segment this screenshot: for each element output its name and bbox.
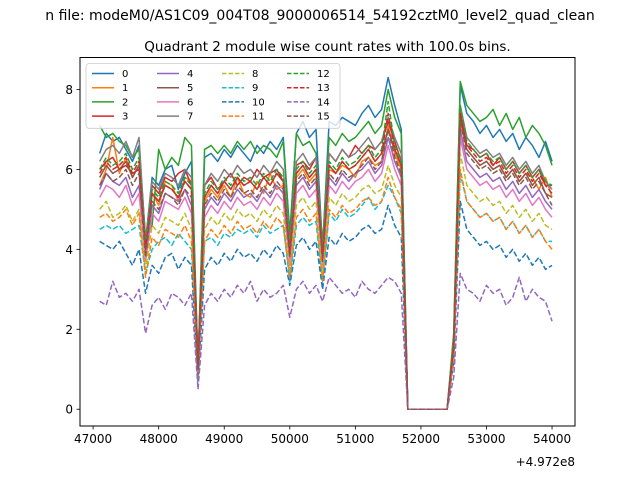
legend-label-0: 0 [122,69,128,80]
series-line-15 [99,120,553,410]
series-line-11 [99,168,553,410]
x-tick-label: 53000 [467,432,505,446]
y-tick-label: 4 [65,243,73,257]
x-tick-label: 48000 [140,432,178,446]
x-tick-label: 52000 [402,432,440,446]
y-tick-label: 0 [65,403,73,417]
legend-box [85,63,341,129]
series-layer [98,76,553,410]
series-line-6 [99,136,553,410]
legend-label-2: 2 [122,97,128,108]
legend-label-5: 5 [187,83,193,94]
legend-label-7: 7 [187,112,193,123]
legend-label-6: 6 [187,97,193,108]
y-axis: 0 2 4 6 8 [65,83,80,417]
legend-label-4: 4 [187,69,193,80]
legend-label-11: 11 [252,112,265,123]
series-line-8 [99,152,553,410]
x-offset-label: +4.972e8 [516,455,575,469]
legend-label-9: 9 [252,83,258,94]
plot-area: 47000 48000 49000 50000 51000 52000 53000 54000… [65,57,576,446]
suptitle: n file: modeM0/AS1C09_004T08_9000006514_… [45,8,594,24]
legend-label-3: 3 [122,112,128,123]
y-tick-label: 8 [65,83,73,97]
legend-label-13: 13 [317,83,330,94]
x-tick-label: 50000 [271,432,309,446]
legend-label-15: 15 [317,112,330,123]
chart-title: Quadrant 2 module wise count rates with … [144,39,510,55]
series-line-13 [99,112,553,410]
legend-label-8: 8 [252,69,258,80]
x-tick-label: 51000 [336,432,374,446]
x-tick-label: 47000 [74,432,112,446]
y-tick-label: 6 [65,163,73,177]
y-tick-label: 2 [65,323,73,337]
legend-label-12: 12 [317,69,330,80]
x-tick-label: 54000 [533,432,571,446]
x-axis: 47000 48000 49000 50000 51000 52000 53000 54000 [74,426,571,446]
x-tick-label: 49000 [205,432,243,446]
axes-frame [79,57,576,427]
legend-label-1: 1 [122,83,128,94]
series-line-10 [99,200,553,410]
legend-label-14: 14 [317,97,330,108]
series-line-14 [99,272,553,410]
legend-label-10: 10 [252,97,265,108]
